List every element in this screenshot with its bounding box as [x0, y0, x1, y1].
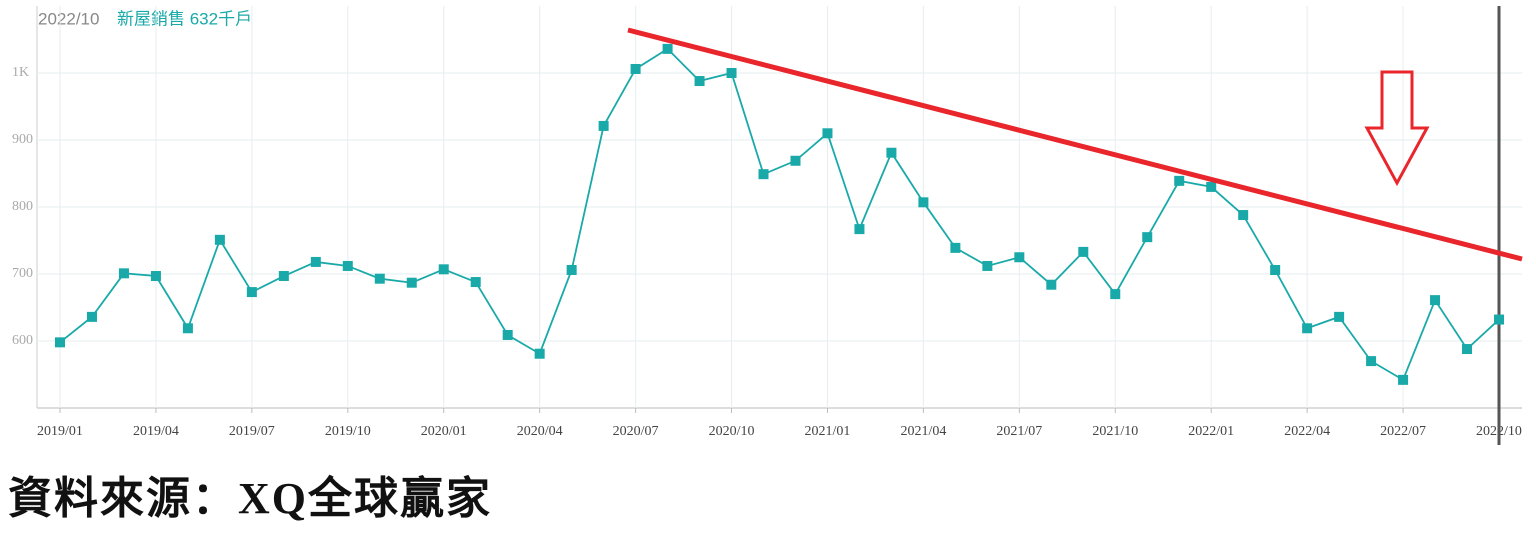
data-point — [1046, 279, 1057, 290]
x-tick-label: 2019/01 — [37, 424, 83, 439]
x-tick-label: 2020/04 — [517, 424, 563, 439]
x-tick-label: 2021/10 — [1092, 424, 1138, 439]
data-point — [598, 120, 609, 131]
data-point — [1078, 246, 1089, 257]
data-point — [470, 277, 481, 288]
x-tick-label: 2019/10 — [325, 424, 371, 439]
data-point — [278, 271, 289, 282]
series-line — [59, 47, 1500, 382]
data-point — [1014, 252, 1025, 263]
data-point — [566, 264, 577, 275]
data-point — [342, 260, 353, 271]
data-point — [854, 224, 865, 235]
y-tick-label: 700 — [12, 266, 33, 281]
data-point — [1398, 374, 1409, 385]
trend-line — [627, 27, 1523, 262]
x-tick-label: 2020/10 — [709, 424, 755, 439]
data-point — [438, 264, 449, 275]
x-tick-label: 2021/07 — [996, 424, 1042, 439]
data-point — [1366, 356, 1377, 367]
x-tick-label: 2020/01 — [421, 424, 467, 439]
chart-title: 新屋銷售 632千戶 — [117, 9, 252, 28]
y-tick-label: 800 — [12, 199, 33, 214]
down-arrow — [1364, 70, 1430, 187]
data-point — [1302, 323, 1313, 334]
y-tick-label: 1K — [12, 65, 29, 80]
data-point — [406, 277, 417, 288]
x-tick-label: 2021/04 — [900, 424, 946, 439]
data-point — [758, 169, 769, 180]
data-point — [1238, 210, 1249, 221]
x-tick-label: 2022/01 — [1188, 424, 1234, 439]
data-point — [1142, 232, 1153, 243]
data-point — [374, 273, 385, 284]
data-point — [630, 63, 641, 74]
header-date: 2022/10 — [38, 9, 99, 28]
y-tick-label: 600 — [12, 333, 33, 348]
data-point — [790, 155, 801, 166]
data-point — [822, 128, 833, 139]
data-point — [150, 271, 161, 282]
data-point — [726, 68, 737, 78]
data-point — [982, 260, 993, 271]
data-point — [1270, 264, 1281, 275]
x-tick-label: 2019/04 — [133, 424, 179, 439]
data-point — [694, 76, 705, 87]
data-point — [950, 242, 961, 253]
data-point — [86, 311, 97, 322]
data-point — [182, 323, 193, 334]
data-point — [246, 287, 257, 298]
data-point — [1334, 311, 1345, 322]
data-point — [1430, 295, 1441, 306]
y-tick-label: 900 — [12, 132, 33, 147]
data-point — [214, 234, 225, 245]
data-point — [55, 337, 65, 348]
x-tick-label: 2019/07 — [229, 424, 275, 439]
data-point — [1174, 175, 1185, 186]
data-point — [118, 268, 129, 279]
data-point — [662, 43, 673, 54]
data-point — [310, 256, 321, 267]
x-tick-label: 2020/07 — [613, 424, 659, 439]
data-point — [1206, 181, 1217, 192]
data-point — [886, 147, 897, 158]
data-point — [1462, 344, 1473, 355]
source-note: 資料來源：XQ全球贏家 — [8, 474, 492, 523]
data-point — [1494, 314, 1504, 325]
data-point — [1110, 289, 1121, 300]
x-tick-label: 2021/01 — [805, 424, 851, 439]
data-point — [534, 348, 545, 359]
x-tick-label: 2022/04 — [1284, 424, 1330, 439]
chart: 2022/10 新屋銷售 632千戶 600 700 800 900 1K 2019/01… — [12, 6, 1523, 445]
data-point — [918, 197, 929, 208]
data-point — [502, 329, 513, 340]
x-tick-label: 2022/07 — [1380, 424, 1426, 439]
